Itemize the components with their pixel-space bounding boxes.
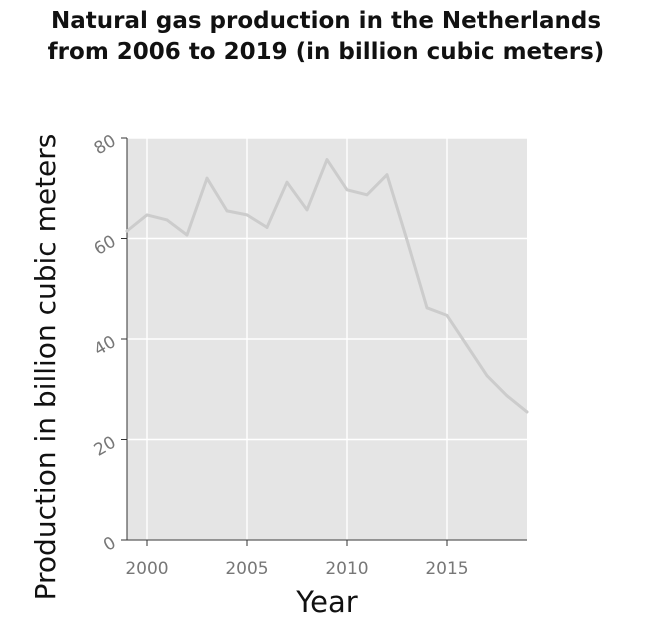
chart-title-line-1: Natural gas production in the Netherland… xyxy=(50,8,602,34)
data-point xyxy=(485,374,489,378)
x-axis-label: Year xyxy=(295,585,357,619)
x-tick-label: 2010 xyxy=(325,559,368,579)
data-point xyxy=(265,226,269,229)
data-point xyxy=(465,344,469,347)
x-tick-label: 2000 xyxy=(125,559,168,579)
data-point xyxy=(205,176,209,180)
x-tick-label: 2005 xyxy=(225,559,268,579)
y-tick-label: 60 xyxy=(91,232,120,260)
data-point xyxy=(165,218,169,222)
data-point xyxy=(445,313,449,317)
y-tick-label: 20 xyxy=(91,433,120,461)
data-point xyxy=(305,208,309,212)
data-point xyxy=(225,209,229,213)
y-tick-label: 80 xyxy=(91,131,120,159)
data-point xyxy=(125,229,129,233)
chart-title-line-2: from 2006 to 2019 (in billion cubic mete… xyxy=(47,39,605,65)
data-point xyxy=(425,306,429,310)
series-layer xyxy=(125,158,529,414)
x-tick-label: 2015 xyxy=(425,559,468,579)
y-tick-label: 0 xyxy=(100,533,119,556)
data-point xyxy=(325,158,329,162)
data-point xyxy=(505,394,509,398)
data-point xyxy=(405,238,409,242)
data-point xyxy=(385,173,389,177)
data-point xyxy=(185,233,189,237)
y-axis-label: Production in billion cubic meters xyxy=(29,134,62,601)
data-point xyxy=(365,193,369,197)
data-point xyxy=(285,180,289,184)
chart-title: Natural gas production in the Netherland… xyxy=(0,6,652,68)
data-point xyxy=(525,410,529,414)
data-point xyxy=(145,213,149,217)
data-point xyxy=(345,188,349,192)
y-tick-label: 40 xyxy=(91,332,120,360)
data-point xyxy=(245,213,249,217)
